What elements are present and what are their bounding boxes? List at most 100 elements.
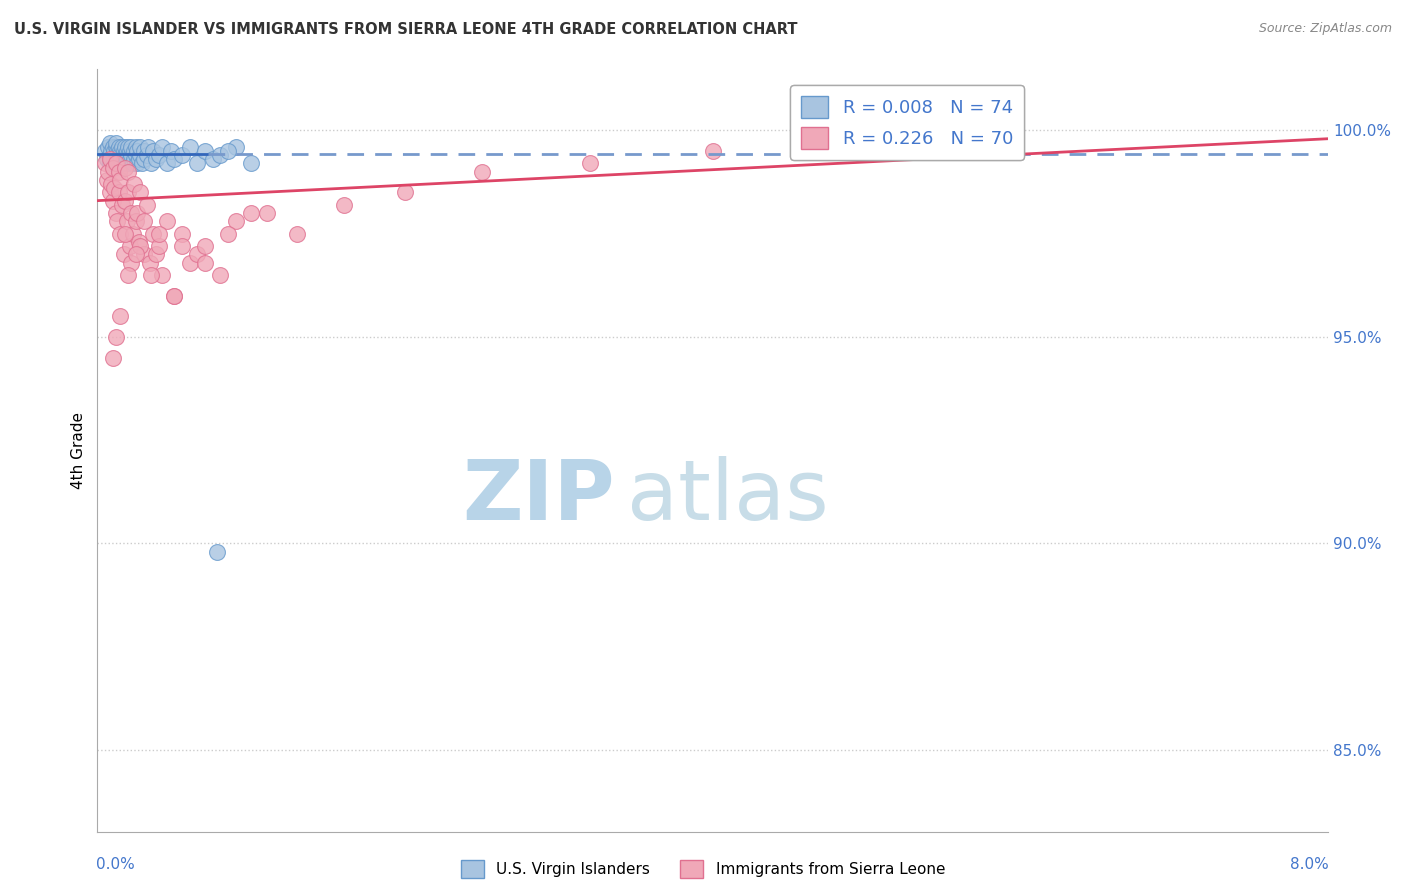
Point <box>104 156 127 170</box>
Text: atlas: atlas <box>627 456 828 537</box>
Point <box>94 156 117 170</box>
Point <box>120 255 142 269</box>
Point <box>129 148 152 162</box>
Point <box>132 247 155 261</box>
Point <box>104 156 127 170</box>
Point <box>170 227 193 241</box>
Point <box>129 239 152 253</box>
Point <box>112 247 135 261</box>
Point <box>207 544 229 558</box>
Point <box>138 255 160 269</box>
Point <box>98 186 121 200</box>
Point <box>217 144 239 158</box>
Point <box>108 165 131 179</box>
Point <box>96 153 118 167</box>
Point <box>114 148 136 162</box>
Point <box>103 144 125 158</box>
Point <box>225 140 247 154</box>
Point <box>135 148 157 162</box>
Point <box>104 136 127 150</box>
Point <box>702 144 724 158</box>
Point <box>120 206 142 220</box>
Point <box>111 198 134 212</box>
Point <box>118 144 141 158</box>
Point <box>194 239 217 253</box>
Point <box>125 148 148 162</box>
Point <box>114 227 136 241</box>
Point <box>132 214 155 228</box>
Point <box>124 153 146 167</box>
Point <box>578 156 600 170</box>
Legend: U.S. Virgin Islanders, Immigrants from Sierra Leone: U.S. Virgin Islanders, Immigrants from S… <box>454 854 952 884</box>
Point <box>332 198 354 212</box>
Point <box>110 227 132 241</box>
Point <box>209 148 232 162</box>
Point <box>101 148 124 162</box>
Point <box>100 153 122 167</box>
Point <box>115 144 138 158</box>
Point <box>98 148 121 162</box>
Point <box>112 144 135 158</box>
Point <box>100 177 122 191</box>
Point <box>135 198 157 212</box>
Point <box>170 148 193 162</box>
Point <box>94 144 117 158</box>
Point <box>217 227 239 241</box>
Point <box>105 153 128 167</box>
Point <box>285 227 308 241</box>
Point <box>117 268 139 282</box>
Point <box>131 156 153 170</box>
Point <box>121 227 143 241</box>
Point <box>108 156 131 170</box>
Point <box>163 288 186 302</box>
Point <box>136 140 159 154</box>
Point <box>104 140 127 154</box>
Point <box>111 156 134 170</box>
Point <box>110 153 132 167</box>
Point <box>118 239 141 253</box>
Point <box>127 144 149 158</box>
Point <box>201 153 224 167</box>
Point <box>194 255 217 269</box>
Legend: R = 0.008   N = 74, R = 0.226   N = 70: R = 0.008 N = 74, R = 0.226 N = 70 <box>790 86 1024 160</box>
Point <box>115 214 138 228</box>
Text: Source: ZipAtlas.com: Source: ZipAtlas.com <box>1258 22 1392 36</box>
Point <box>117 148 139 162</box>
Point <box>855 123 877 137</box>
Point <box>127 156 149 170</box>
Point <box>128 235 150 249</box>
Text: 0.0%: 0.0% <box>96 857 135 872</box>
Point <box>141 268 163 282</box>
Point <box>163 288 186 302</box>
Point <box>142 227 165 241</box>
Point <box>110 310 132 324</box>
Point <box>104 206 127 220</box>
Point <box>108 186 131 200</box>
Point <box>124 144 146 158</box>
Text: 8.0%: 8.0% <box>1289 857 1329 872</box>
Point <box>105 148 128 162</box>
Point <box>114 156 136 170</box>
Point <box>127 206 149 220</box>
Point <box>155 156 177 170</box>
Point <box>110 148 132 162</box>
Point <box>114 161 136 175</box>
Point <box>97 165 120 179</box>
Point <box>240 156 263 170</box>
Point <box>117 140 139 154</box>
Point <box>104 330 127 344</box>
Point <box>145 247 167 261</box>
Point <box>209 268 232 282</box>
Point <box>101 156 124 170</box>
Point <box>132 153 155 167</box>
Point <box>114 140 136 154</box>
Point <box>110 144 132 158</box>
Point <box>104 148 127 162</box>
Point <box>225 214 247 228</box>
Point <box>117 165 139 179</box>
Point <box>148 239 170 253</box>
Point <box>101 194 124 208</box>
Point <box>108 140 131 154</box>
Point <box>142 144 165 158</box>
Point <box>120 148 142 162</box>
